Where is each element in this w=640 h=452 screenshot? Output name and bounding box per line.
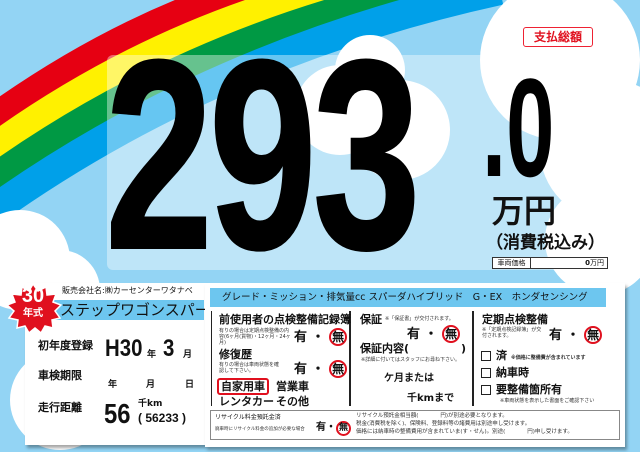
month-unit: 月: [183, 350, 193, 360]
recycle-title: リサイクル料金預託金済: [215, 414, 281, 421]
checkbox[interactable]: [481, 385, 491, 395]
recycle-note: 廃車時にリサイクル料金の追加が必要な場合: [215, 427, 305, 432]
vehicle-price-label: 車両価格: [493, 258, 531, 268]
warranty-title: 保証: [360, 313, 382, 326]
rainbow-yellow: [0, 0, 353, 163]
usage-other: その他: [276, 395, 309, 408]
rainbow-red: [0, 0, 265, 134]
price-unit: 万円: [492, 192, 557, 230]
checkbox[interactable]: [481, 368, 491, 378]
warranty-no-circled: 無: [442, 325, 461, 343]
mileage-value: 56: [104, 398, 131, 429]
maintenance-no-circled: 無: [584, 326, 603, 344]
total-payment-badge: 支払総額: [523, 27, 593, 47]
vehicle-price-value: 0万円: [585, 259, 604, 267]
inspection-day-unit: 日: [185, 380, 195, 390]
year-number: 30: [21, 285, 45, 307]
year-starburst-icon: [5, 283, 62, 333]
checkbox[interactable]: [481, 351, 491, 361]
year-unit: 年: [147, 350, 157, 360]
divider: [349, 311, 351, 406]
price-integer: 293: [104, 5, 421, 306]
usage-rental: レンタカー: [219, 395, 274, 408]
mileage-exact: ( 56233 ): [138, 411, 187, 425]
mileage-label: 走行距離: [38, 401, 82, 414]
maintenance-title: 定期点検整備: [482, 313, 548, 326]
warranty-content-note: ※詳細に付いてはスタッフにお尋ね下さい。: [361, 357, 460, 363]
recycle-line3: 価格には納車時の整備費用が含まれていま(す・せん)。別途( 円)申し受けます。: [356, 429, 573, 435]
recycle-box: [210, 410, 620, 440]
warranty-content-label: 保証内容(: [360, 342, 410, 355]
recycle-choice: 有・無: [316, 420, 351, 436]
records-no-circled: 無: [329, 328, 348, 346]
price-panel: [107, 55, 605, 270]
rainbow-blue: [0, 0, 504, 224]
maintenance-needs-note: ※車両状態を表示した書面をご確認下さい: [500, 398, 595, 404]
records-title: 前使用者の点検整備記録簿: [219, 313, 351, 326]
usage-business: 営業車: [276, 380, 309, 393]
grade-header: グレード・ミッション・排気量cc スパーダハイブリッド G・EX ホンダセンシン…: [210, 288, 606, 307]
maintenance-choice: 有 ・ 無: [549, 326, 603, 345]
divider: [472, 311, 474, 406]
tax-note: （消費税込み）: [486, 233, 605, 253]
repair-choice: 有 ・ 無: [294, 360, 348, 379]
rainbow-green: [0, 0, 446, 194]
inspection-year-unit: 年: [108, 380, 118, 390]
year-suffix: 年式: [23, 308, 43, 319]
recycle-no-circled: 無: [336, 421, 351, 436]
recycle-line2: 税金(消費税を除く)、保険料、登録料等の諸費用は別途申し受けます。: [356, 421, 531, 427]
divider: [211, 311, 212, 406]
price-decimal: .0: [482, 49, 555, 206]
repair-title: 修復歴: [219, 348, 252, 361]
warranty-choice: 有 ・ 無: [407, 325, 461, 344]
warranty-note: ※「保証書」が交付されます。: [385, 316, 454, 322]
inspection-month-unit: 月: [146, 380, 156, 390]
maintenance-done-option[interactable]: 済 ※価格に整備費が含まれています: [481, 349, 586, 362]
inspection-label: 車検期限: [38, 369, 82, 382]
records-note: 有りの場合は定期点検整備の内容(6ヶ月(貨物)・12ヶ月・24ヶ月): [219, 328, 291, 346]
vehicle-price-box: 車両価格 0万円: [492, 257, 608, 269]
records-choice: 有 ・ 無: [294, 328, 348, 347]
warranty-km: 千kmまで: [407, 393, 455, 404]
first-registration-month: 3: [163, 335, 175, 362]
mileage-unit: 千km: [138, 399, 163, 409]
repair-note: 有りの場合は車両状態を確認して下さい。: [219, 362, 280, 374]
first-registration-era: H30: [105, 335, 143, 362]
warranty-content-close: ): [461, 342, 467, 355]
usage-private-selected: 自家用車: [217, 378, 269, 395]
first-registration-label: 初年度登録: [38, 339, 93, 352]
maintenance-needs-option[interactable]: 要整備箇所有: [481, 383, 562, 396]
maintenance-delivery-option[interactable]: 納車時: [481, 366, 529, 379]
maintenance-note: ※「定期点検記録簿」が交付されます。: [482, 327, 542, 339]
model-name: ステップワゴンスパーダ: [52, 300, 225, 320]
recycle-line1: リサイクル預託金相当額( 円)が別途必要となります。: [356, 413, 508, 419]
seller-name: 販売会社名:㈱カーセンターワタナベ: [62, 286, 193, 295]
details-card: [205, 283, 625, 447]
warranty-months: ケ月または: [384, 373, 434, 384]
repair-no-circled: 無: [329, 360, 348, 378]
